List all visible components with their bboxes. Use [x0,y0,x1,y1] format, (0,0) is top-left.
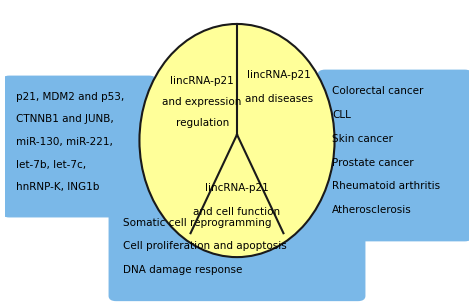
Text: CTNNB1 and JUNB,: CTNNB1 and JUNB, [16,114,114,124]
Text: regulation: regulation [175,118,229,127]
Text: Rheumatoid arthritis: Rheumatoid arthritis [332,181,440,191]
FancyBboxPatch shape [318,70,472,241]
Text: CLL: CLL [332,110,351,120]
Text: and cell function: and cell function [193,207,281,217]
Text: DNA damage response: DNA damage response [123,265,243,275]
Text: let-7b, let-7c,: let-7b, let-7c, [16,160,86,170]
FancyBboxPatch shape [109,202,365,300]
Ellipse shape [139,24,335,257]
Text: Atherosclerosis: Atherosclerosis [332,205,412,215]
Text: lincRNA-p21: lincRNA-p21 [247,70,310,80]
Text: lincRNA-p21: lincRNA-p21 [170,76,234,86]
Text: Colorectal cancer: Colorectal cancer [332,86,424,96]
Text: Skin cancer: Skin cancer [332,134,393,144]
Text: and expression: and expression [163,97,242,107]
Text: Somatic cell reprogramming: Somatic cell reprogramming [123,218,272,228]
Text: lincRNA-p21: lincRNA-p21 [205,183,269,193]
Text: and diseases: and diseases [245,94,313,104]
Text: Prostate cancer: Prostate cancer [332,158,414,168]
Text: p21, MDM2 and p53,: p21, MDM2 and p53, [16,92,125,102]
Text: Cell proliferation and apoptosis: Cell proliferation and apoptosis [123,242,287,251]
Text: hnRNP-K, ING1b: hnRNP-K, ING1b [16,182,100,192]
FancyBboxPatch shape [2,76,155,217]
Text: miR-130, miR-221,: miR-130, miR-221, [16,137,113,147]
